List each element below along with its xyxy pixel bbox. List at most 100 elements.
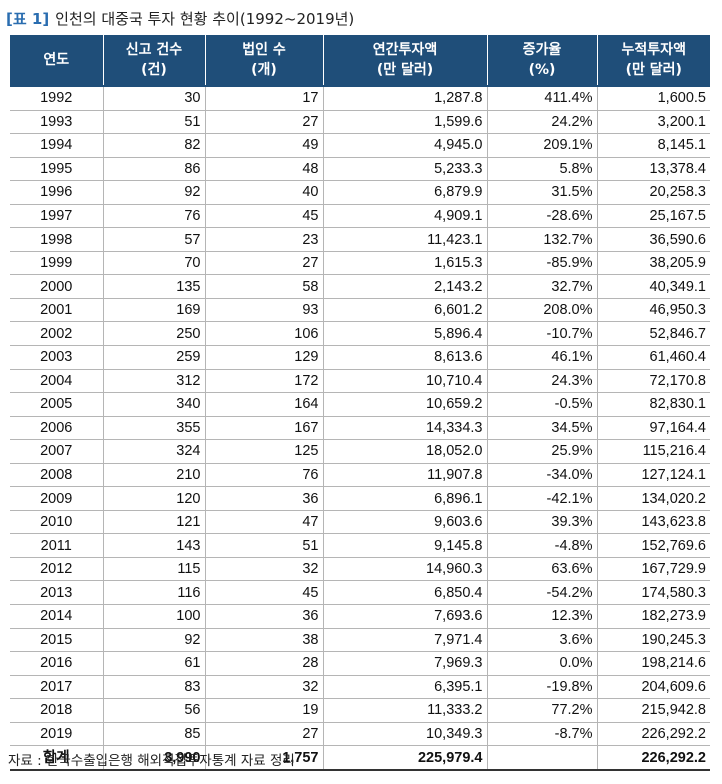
cell-corporation-count: 47	[204, 510, 323, 535]
cell-report-count: 83	[102, 675, 205, 700]
table-row: 2012 115 32 14,960.3 63.6% 167,729.9	[10, 557, 710, 582]
cell-year: 2014	[10, 604, 103, 629]
cell-year: 2004	[10, 369, 103, 394]
cell-year: 2000	[10, 274, 103, 299]
cell-annual-investment: 4,945.0	[322, 133, 487, 158]
cell-growth-rate: 209.1%	[486, 133, 597, 158]
table-row: 2010 121 47 9,603.6 39.3% 143,623.8	[10, 510, 710, 535]
cell-annual-investment: 11,907.8	[322, 463, 487, 488]
cell-cumulative-investment: 1,600.5	[596, 86, 710, 111]
cell-corporation-count: 106	[204, 321, 323, 347]
cell-year: 2005	[10, 392, 103, 417]
cell-corporation-count: 28	[204, 651, 323, 676]
total-corporation-count: 1,757	[204, 745, 323, 771]
cell-growth-rate: 132.7%	[486, 227, 597, 252]
cell-growth-rate: 24.2%	[486, 110, 597, 135]
table-row: 2001 169 93 6,601.2 208.0% 46,950.3	[10, 298, 710, 323]
source-note: 자료 : 한국수출입은행 해외직접투자통계 자료 정리	[8, 753, 295, 769]
cell-growth-rate: -8.7%	[486, 722, 597, 747]
table-row: 1998 57 23 11,423.1 132.7% 36,590.6	[10, 227, 710, 252]
cell-report-count: 61	[102, 651, 205, 676]
table-row: 2003 259 129 8,613.6 46.1% 61,460.4	[10, 345, 710, 370]
cell-cumulative-investment: 13,378.4	[596, 157, 710, 182]
cell-growth-rate: 25.9%	[486, 439, 597, 464]
cell-annual-investment: 10,659.2	[322, 392, 487, 417]
header-report-count: 신고 건수 (건)	[102, 35, 205, 87]
cell-report-count: 86	[102, 157, 205, 182]
cell-corporation-count: 36	[204, 486, 323, 511]
table-number: [표 1]	[6, 10, 50, 28]
cell-report-count: 51	[102, 110, 205, 135]
table-row: 1995 86 48 5,233.3 5.8% 13,378.4	[10, 157, 710, 182]
investment-table: 연도 신고 건수 (건) 법인 수 (개) 연간투자액 (만 달러) 증가율 (%) 누…	[10, 35, 710, 771]
cell-report-count: 210	[102, 463, 205, 488]
cell-year: 2006	[10, 416, 103, 441]
cell-cumulative-investment: 61,460.4	[596, 345, 710, 370]
cell-year: 1995	[10, 157, 103, 182]
table-title: [표 1] 인천의 대중국 투자 현황 추이(1992~2019년)	[6, 6, 354, 32]
cell-year: 2013	[10, 580, 103, 606]
cell-annual-investment: 10,349.3	[322, 722, 487, 747]
cell-cumulative-investment: 226,292.2	[596, 722, 710, 747]
cell-corporation-count: 36	[204, 604, 323, 629]
cell-cumulative-investment: 97,164.4	[596, 416, 710, 441]
cell-report-count: 70	[102, 251, 205, 276]
cell-growth-rate: 34.5%	[486, 416, 597, 441]
cell-year: 2008	[10, 463, 103, 488]
cell-growth-rate: 5.8%	[486, 157, 597, 182]
cell-year: 1997	[10, 204, 103, 229]
cell-year: 2001	[10, 298, 103, 323]
cell-year: 2010	[10, 510, 103, 535]
table-row: 2013 116 45 6,850.4 -54.2% 174,580.3	[10, 580, 710, 606]
cell-report-count: 76	[102, 204, 205, 229]
cell-cumulative-investment: 46,950.3	[596, 298, 710, 323]
total-report-count: 3,990	[102, 745, 205, 771]
cell-year: 2012	[10, 557, 103, 582]
cell-corporation-count: 23	[204, 227, 323, 252]
cell-cumulative-investment: 198,214.6	[596, 651, 710, 676]
cell-corporation-count: 167	[204, 416, 323, 441]
total-cumulative-investment: 226,292.2	[596, 745, 710, 771]
cell-annual-investment: 1,615.3	[322, 251, 487, 276]
cell-growth-rate: -28.6%	[486, 204, 597, 229]
cell-report-count: 92	[102, 628, 205, 653]
cell-growth-rate: -42.1%	[486, 486, 597, 511]
cell-annual-investment: 7,693.6	[322, 604, 487, 629]
table-row: 2000 135 58 2,143.2 32.7% 40,349.1	[10, 274, 710, 299]
cell-report-count: 312	[102, 369, 205, 394]
cell-cumulative-investment: 82,830.1	[596, 392, 710, 417]
table-row: 1992 30 17 1,287.8 411.4% 1,600.5	[10, 86, 710, 111]
table-row: 1999 70 27 1,615.3 -85.9% 38,205.9	[10, 251, 710, 276]
cell-cumulative-investment: 190,245.3	[596, 628, 710, 653]
cell-annual-investment: 2,143.2	[322, 274, 487, 299]
cell-report-count: 92	[102, 180, 205, 205]
cell-annual-investment: 11,333.2	[322, 698, 487, 723]
cell-cumulative-investment: 72,170.8	[596, 369, 710, 394]
table-row: 1996 92 40 6,879.9 31.5% 20,258.3	[10, 180, 710, 205]
cell-year: 2016	[10, 651, 103, 676]
cell-growth-rate: 24.3%	[486, 369, 597, 394]
cell-growth-rate: 12.3%	[486, 604, 597, 629]
cell-year: 2011	[10, 533, 103, 558]
table-row: 2015 92 38 7,971.4 3.6% 190,245.3	[10, 628, 710, 653]
cell-cumulative-investment: 134,020.2	[596, 486, 710, 511]
total-year: 합계	[10, 745, 103, 771]
cell-annual-investment: 1,599.6	[322, 110, 487, 135]
cell-year: 2002	[10, 321, 103, 347]
cell-cumulative-investment: 127,124.1	[596, 463, 710, 488]
cell-growth-rate: 208.0%	[486, 298, 597, 323]
cell-annual-investment: 7,969.3	[322, 651, 487, 676]
cell-growth-rate: 411.4%	[486, 86, 597, 111]
table-row: 1997 76 45 4,909.1 -28.6% 25,167.5	[10, 204, 710, 229]
cell-cumulative-investment: 36,590.6	[596, 227, 710, 252]
cell-corporation-count: 40	[204, 180, 323, 205]
table-row: 2005 340 164 10,659.2 -0.5% 82,830.1	[10, 392, 710, 417]
cell-cumulative-investment: 167,729.9	[596, 557, 710, 582]
cell-annual-investment: 14,960.3	[322, 557, 487, 582]
cell-corporation-count: 32	[204, 557, 323, 582]
cell-report-count: 340	[102, 392, 205, 417]
cell-corporation-count: 93	[204, 298, 323, 323]
cell-cumulative-investment: 52,846.7	[596, 321, 710, 347]
cell-annual-investment: 4,909.1	[322, 204, 487, 229]
cell-corporation-count: 32	[204, 675, 323, 700]
